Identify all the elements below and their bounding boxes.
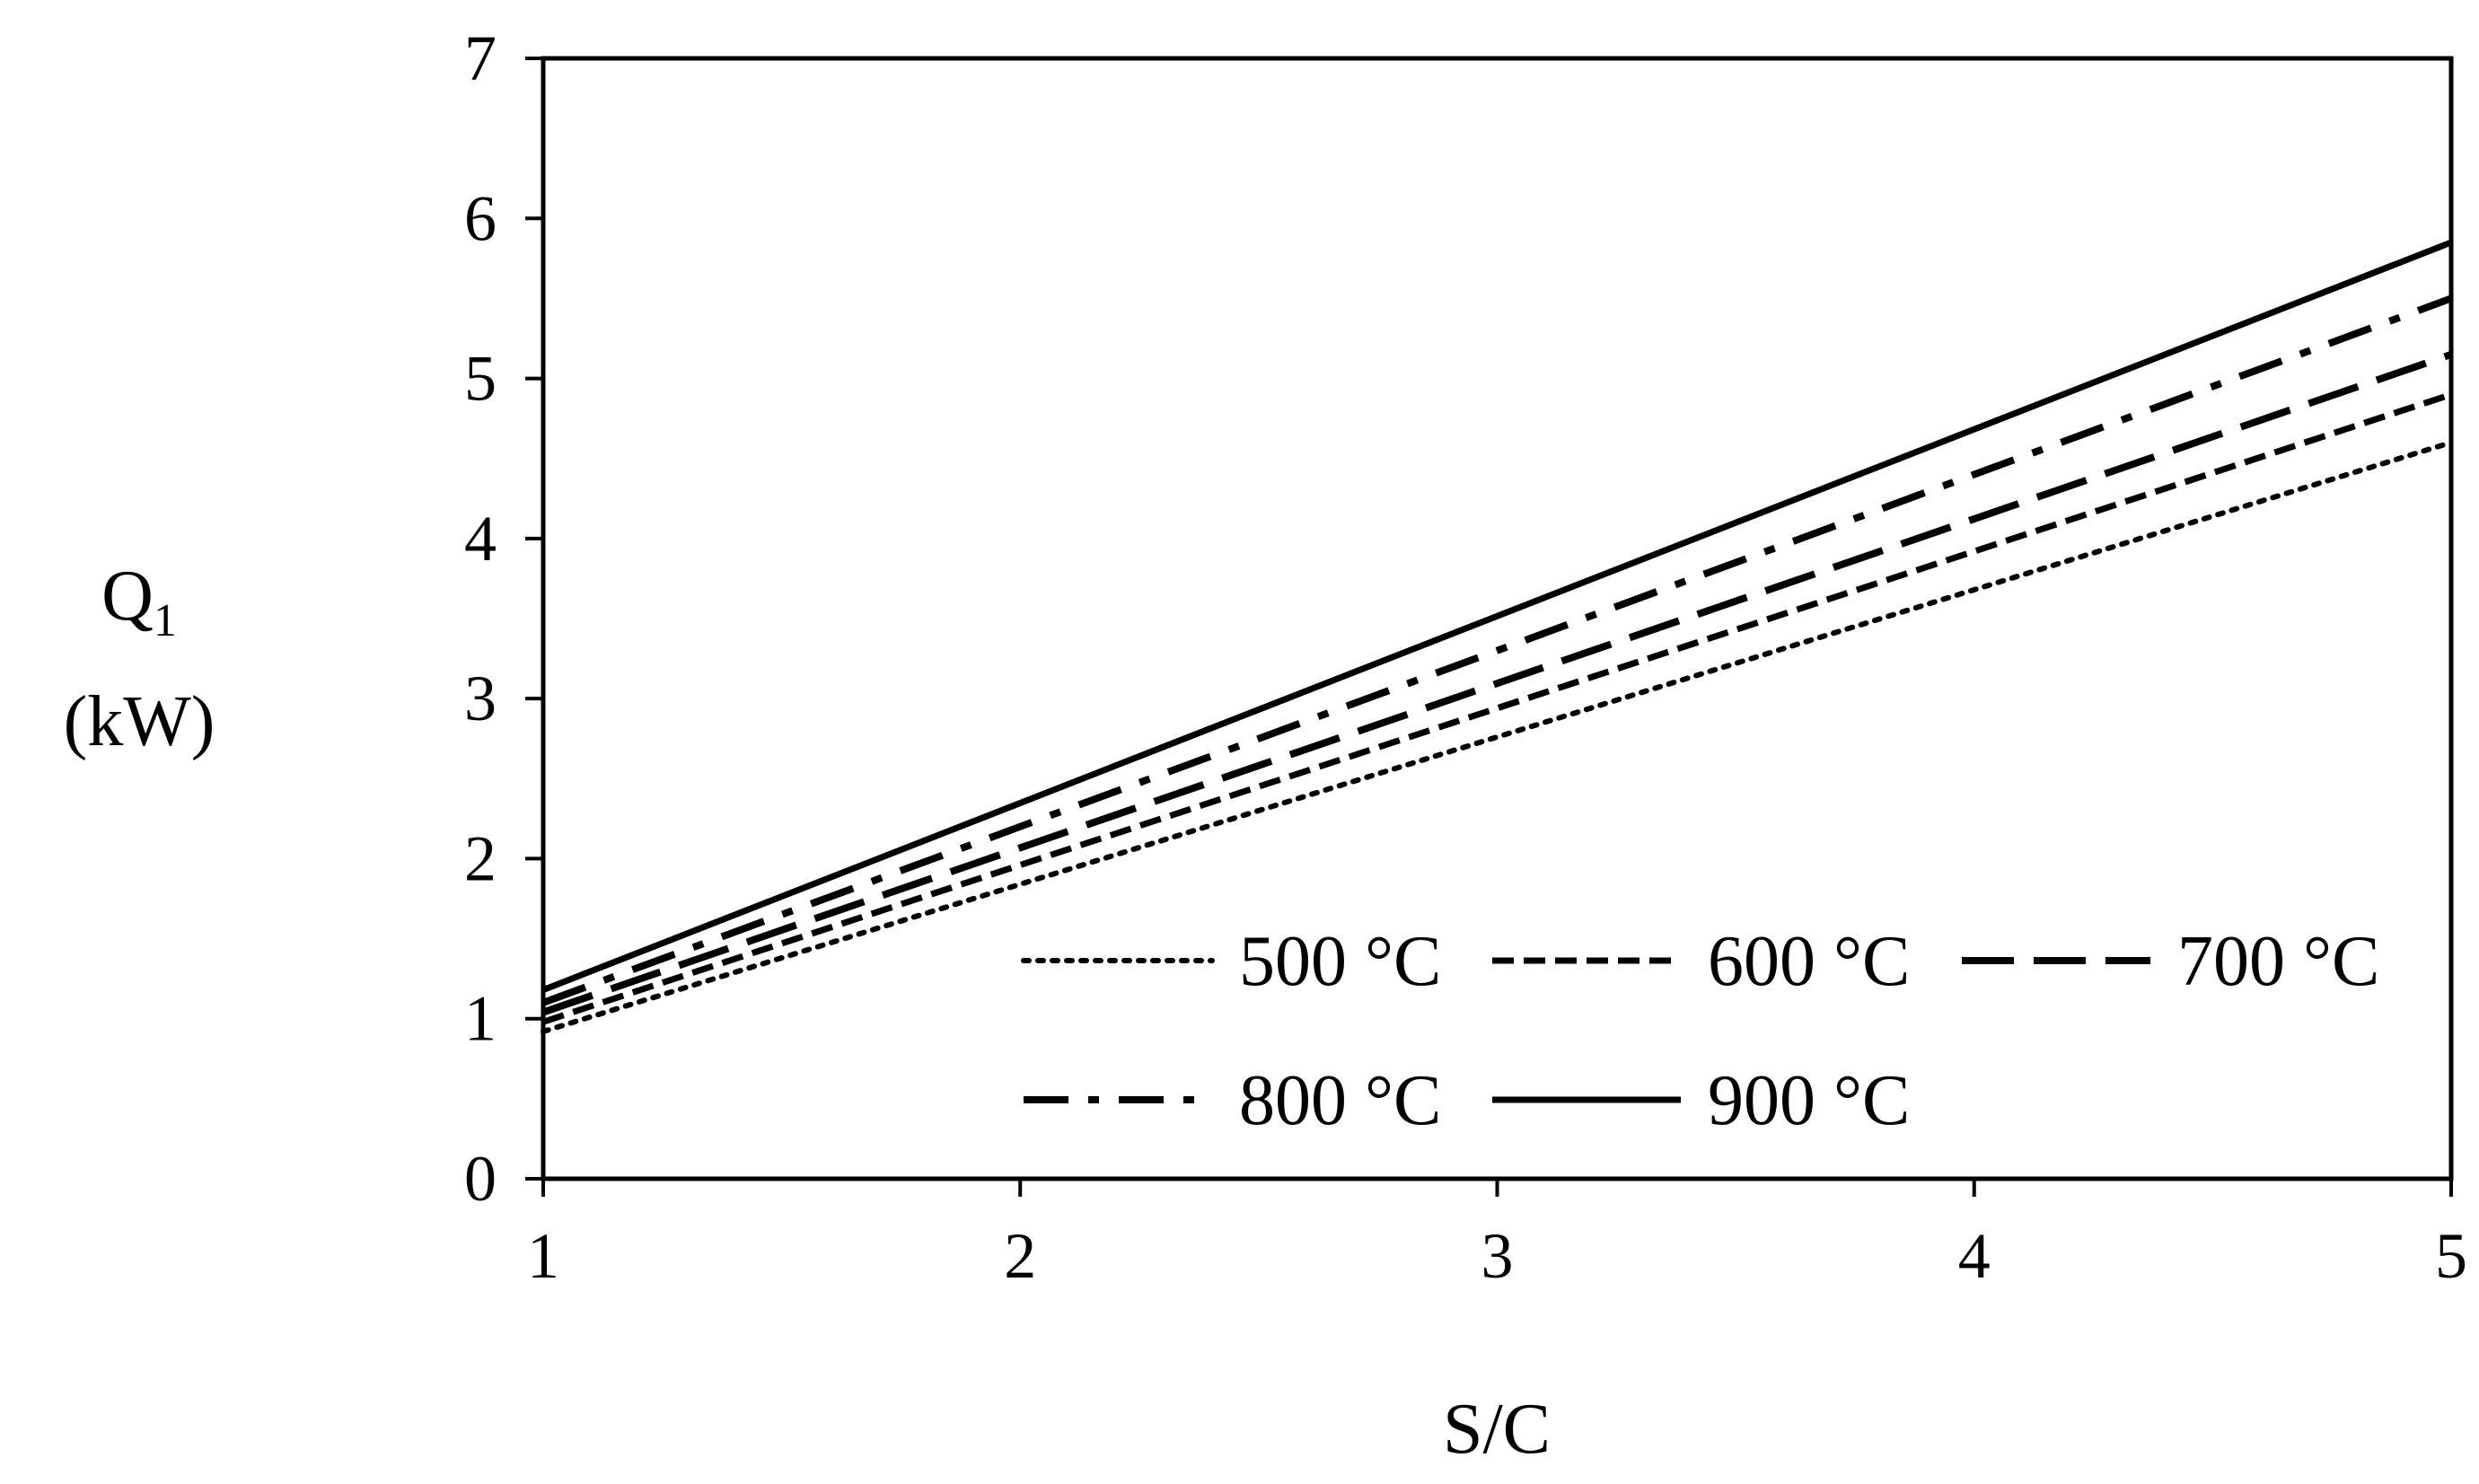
series-lines [541,239,2454,1034]
legend-label-2: 600 °C [1708,922,1910,1001]
y-tick-label: 7 [464,22,497,94]
y-axis: 0 1 2 3 4 5 6 7 [464,22,543,1215]
series-line-5 [541,239,2453,993]
series-line-2 [541,391,2453,1025]
x-tick-label: 3 [1481,1220,1514,1292]
y-tick-label: 2 [464,822,497,894]
legend-label-1: 500 °C [1239,922,1441,1001]
x-tick-label: 5 [2435,1220,2467,1292]
y-tick-label: 6 [464,182,497,254]
y-tick-label: 0 [464,1143,497,1215]
x-axis: 1 2 3 4 5 [527,1179,2467,1292]
y-tick-label: 3 [464,663,497,734]
x-tick-label: 1 [527,1220,559,1292]
legend-label-3: 700 °C [2177,922,2379,1001]
series-line-4 [541,294,2453,1006]
y-tick-label: 4 [464,503,497,575]
x-tick-label: 2 [1004,1220,1036,1292]
series-line-1 [541,439,2454,1034]
legend: 500 °C 600 °C 700 °C 800 °C 900 °C [1021,922,2379,1140]
legend-label-5: 900 °C [1708,1061,1910,1140]
series-line-3 [541,351,2453,1016]
y-axis-unit: (kW) [64,682,215,761]
x-tick-label: 4 [1958,1220,1991,1292]
x-axis-title: S/C [1443,1390,1551,1469]
y-axis-title: Q1 [101,557,177,646]
y-tick-label: 5 [464,343,497,415]
legend-label-4: 800 °C [1239,1061,1441,1140]
y-tick-label: 1 [464,983,497,1055]
